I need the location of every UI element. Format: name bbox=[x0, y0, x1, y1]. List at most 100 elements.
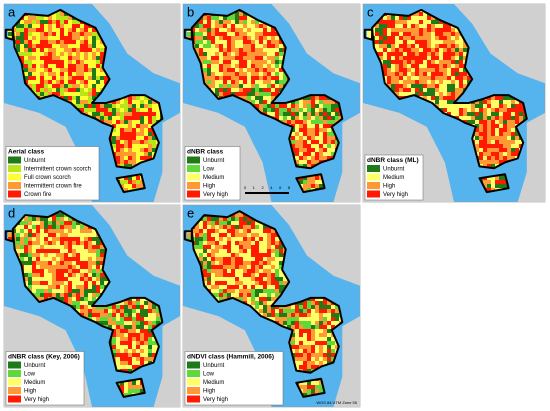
burn-cell bbox=[311, 160, 315, 164]
burn-cell bbox=[64, 60, 68, 64]
burn-cell bbox=[96, 80, 100, 84]
burn-cell bbox=[275, 68, 279, 72]
burn-cell bbox=[411, 60, 415, 64]
burn-cell bbox=[327, 124, 331, 128]
burn-cell bbox=[415, 60, 419, 64]
burn-cell bbox=[419, 32, 423, 36]
burn-cell bbox=[275, 48, 279, 52]
burn-cell bbox=[211, 64, 215, 68]
burn-cell bbox=[499, 100, 503, 104]
burn-cell bbox=[52, 32, 56, 36]
burn-cell bbox=[387, 36, 391, 40]
burn-cell bbox=[140, 100, 144, 104]
burn-cell bbox=[124, 128, 128, 132]
fire-boundary bbox=[11, 8, 164, 170]
burn-cell bbox=[319, 128, 323, 132]
burn-cell bbox=[124, 100, 128, 104]
burn-cell bbox=[207, 44, 211, 48]
burn-cell bbox=[239, 76, 243, 80]
burn-cell bbox=[407, 88, 411, 92]
burn-cell bbox=[243, 68, 247, 72]
burn-cell bbox=[295, 120, 299, 124]
burn-cell bbox=[48, 52, 52, 56]
burn-cell bbox=[140, 116, 144, 120]
burn-cell bbox=[435, 104, 439, 108]
burn-cell bbox=[291, 108, 295, 112]
burn-cell bbox=[112, 120, 116, 124]
burn-cell bbox=[375, 32, 379, 36]
burn-cell bbox=[24, 48, 28, 52]
burn-cell bbox=[259, 76, 263, 80]
burn-cell bbox=[263, 64, 267, 68]
burn-cell bbox=[427, 84, 431, 88]
burn-cell bbox=[519, 116, 523, 120]
burn-cell bbox=[227, 44, 231, 48]
burn-cell bbox=[40, 56, 44, 60]
burn-cell bbox=[56, 80, 60, 84]
scale-bar bbox=[245, 192, 289, 194]
burn-cell bbox=[84, 40, 88, 44]
burn-cell bbox=[323, 152, 327, 156]
burn-cell bbox=[48, 68, 52, 72]
burn-cell bbox=[203, 68, 207, 72]
burn-cell bbox=[383, 56, 387, 60]
burn-cell bbox=[199, 36, 203, 40]
burn-cell bbox=[215, 28, 219, 32]
burn-cell bbox=[503, 108, 507, 112]
burn-cell bbox=[435, 92, 439, 96]
burn-cell bbox=[447, 84, 451, 88]
burn-cell bbox=[219, 64, 223, 68]
burn-cell bbox=[64, 64, 68, 68]
burn-cell bbox=[235, 44, 239, 48]
burn-cell bbox=[112, 112, 116, 116]
burn-cell bbox=[271, 92, 275, 96]
burn-cell bbox=[255, 84, 259, 88]
burn-cell bbox=[291, 116, 295, 120]
scale-label: 4 bbox=[270, 185, 273, 190]
burn-cell bbox=[443, 104, 447, 108]
burn-cell bbox=[403, 68, 407, 72]
burn-cell bbox=[231, 72, 235, 76]
burn-cell bbox=[255, 104, 259, 108]
legend-swatch bbox=[8, 190, 21, 198]
burn-cell bbox=[375, 24, 379, 28]
burn-cell bbox=[467, 116, 471, 120]
burn-cell bbox=[148, 156, 152, 160]
burn-cell bbox=[387, 16, 391, 20]
burn-cell bbox=[431, 76, 435, 80]
burn-cell bbox=[303, 136, 307, 140]
burn-cell bbox=[60, 28, 64, 32]
burn-cell bbox=[219, 56, 223, 60]
burn-cell bbox=[124, 160, 128, 164]
burn-cell bbox=[423, 60, 427, 64]
burn-cell bbox=[243, 88, 247, 92]
burn-cell bbox=[84, 64, 88, 68]
scale-label: 8 bbox=[288, 185, 291, 190]
burn-cell bbox=[403, 52, 407, 56]
burn-cell bbox=[327, 140, 331, 144]
burn-cell bbox=[435, 96, 439, 100]
burn-cell bbox=[467, 80, 471, 84]
burn-cell bbox=[463, 108, 467, 112]
burn-cell bbox=[459, 112, 463, 116]
burn-cell bbox=[323, 128, 327, 132]
burn-cell bbox=[116, 136, 120, 140]
burn-cell bbox=[231, 64, 235, 68]
burn-cell bbox=[120, 100, 124, 104]
burn-cell bbox=[64, 96, 68, 100]
burn-cell bbox=[72, 52, 76, 56]
burn-cell bbox=[487, 116, 491, 120]
burn-cell bbox=[427, 60, 431, 64]
burn-cell bbox=[287, 112, 291, 116]
burn-cell bbox=[116, 156, 120, 160]
burn-cell bbox=[76, 84, 80, 88]
burn-cell bbox=[68, 68, 72, 72]
burn-cell bbox=[24, 24, 28, 28]
burn-cell bbox=[275, 84, 279, 88]
burn-cell bbox=[279, 80, 283, 84]
burn-cell bbox=[503, 100, 507, 104]
burn-cell bbox=[72, 36, 76, 40]
burn-cell bbox=[28, 56, 32, 60]
burn-cell bbox=[407, 72, 411, 76]
